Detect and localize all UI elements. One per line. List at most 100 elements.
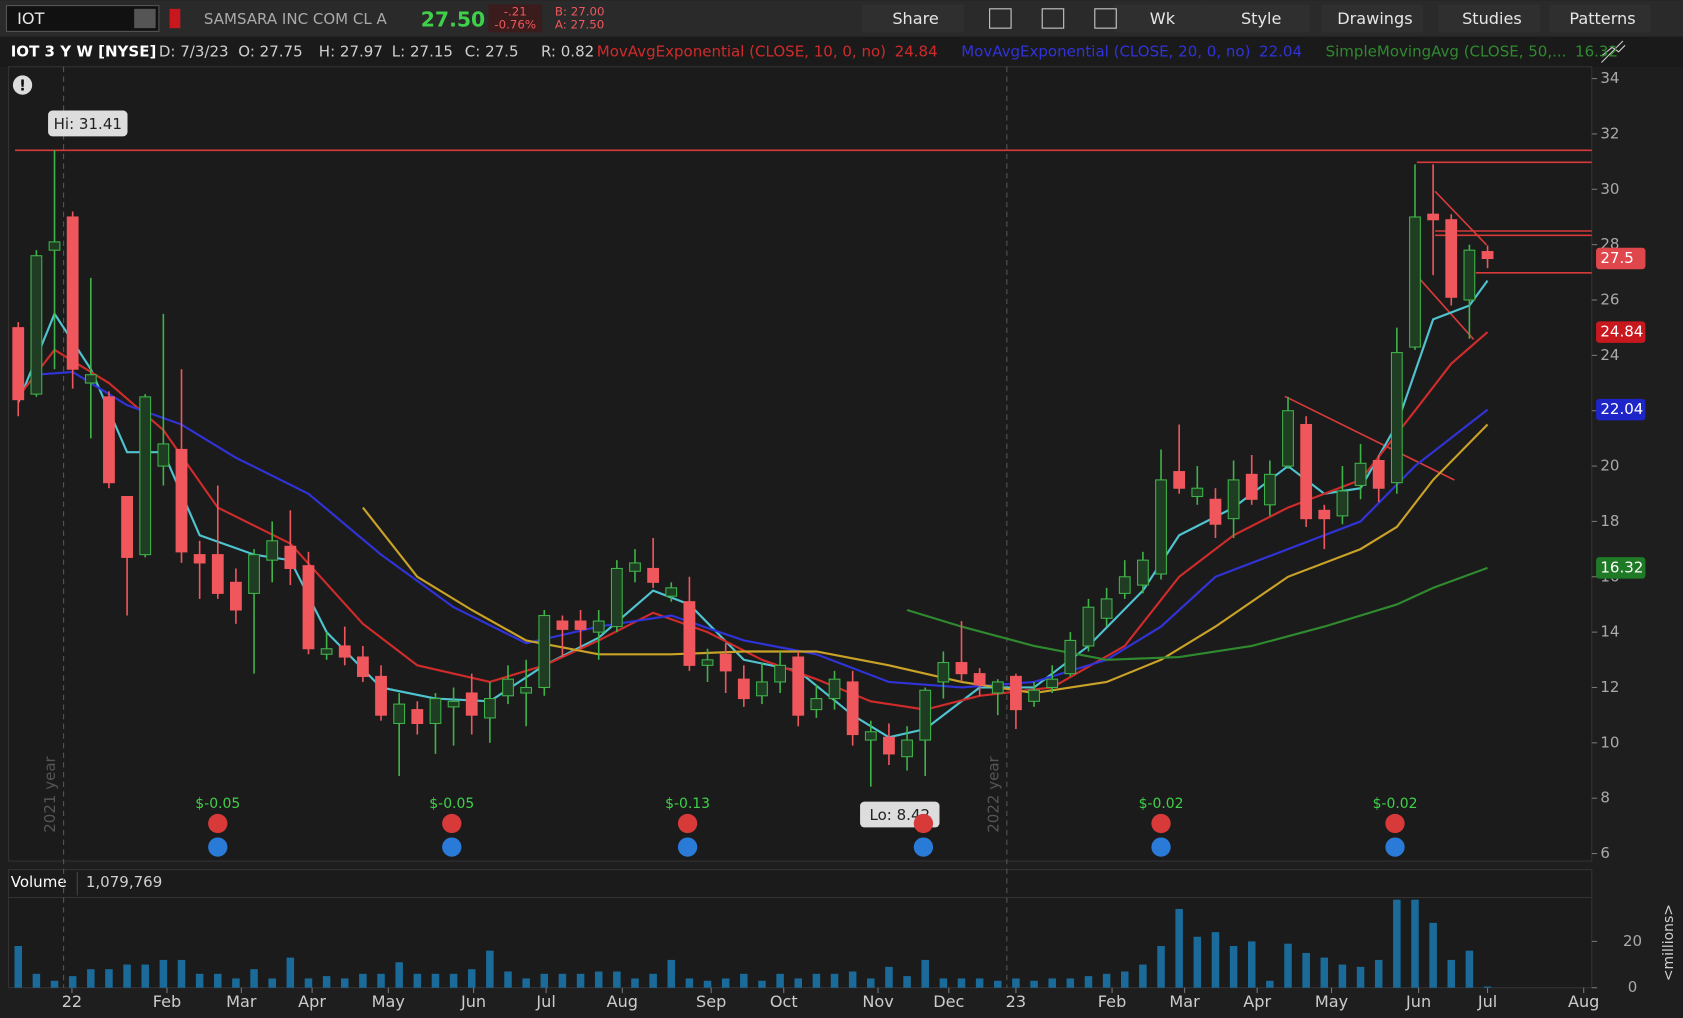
y-tick-label: 32	[1600, 124, 1619, 142]
chart-title: IOT 3 Y W [NYSE]	[11, 42, 157, 60]
price-tag-label: 16.32	[1600, 558, 1643, 576]
candle-body	[901, 739, 913, 758]
volume-bar	[377, 973, 385, 988]
volume-bar	[105, 969, 113, 988]
volume-last: 1,079,769	[86, 873, 162, 891]
study-value: 16.32	[1575, 42, 1618, 60]
x-tick-label: Jul	[535, 992, 555, 1011]
earnings-icon[interactable]	[1151, 813, 1171, 834]
candle-body	[883, 736, 895, 755]
candle-body	[792, 656, 805, 716]
candle-body	[574, 620, 587, 630]
earnings-icon[interactable]	[677, 813, 698, 834]
dividend-icon[interactable]	[1151, 837, 1171, 857]
candle-body	[48, 241, 61, 251]
volume-bar	[921, 959, 929, 988]
candle-body	[1028, 689, 1040, 702]
volume-bar	[14, 946, 23, 988]
earnings-icon[interactable]	[913, 813, 934, 834]
candle-body	[1155, 479, 1167, 575]
earnings-icon[interactable]	[1385, 813, 1405, 834]
candle-body	[1463, 249, 1476, 301]
volume-bar	[740, 973, 748, 988]
symbol-box[interactable]	[5, 5, 160, 32]
dividend-icon[interactable]	[913, 837, 934, 857]
candle-body	[193, 554, 206, 564]
candle-body	[103, 396, 115, 484]
candle-body	[320, 648, 333, 655]
volume-bar	[830, 973, 839, 988]
candle-body	[230, 581, 242, 611]
candle-body	[1209, 498, 1222, 525]
candle-body	[665, 587, 678, 597]
earnings-label: $-0.02	[1139, 796, 1184, 812]
alert-icon[interactable]	[12, 75, 33, 95]
candle-body	[774, 664, 787, 683]
volume-bar	[903, 976, 911, 988]
candle-body	[556, 620, 569, 630]
volume-bar	[250, 969, 258, 988]
moving-average	[362, 423, 1489, 695]
info-field: D: 7/3/23	[159, 42, 229, 60]
volume-bar	[522, 978, 530, 988]
candle-body	[1173, 471, 1186, 489]
candle-body	[1245, 473, 1258, 500]
hi-label: Hi: 31.41	[54, 115, 122, 133]
x-tick-label: Apr	[298, 992, 326, 1011]
candle-body	[991, 681, 1004, 694]
info-field: H: 27.97	[319, 42, 383, 60]
change: -.21	[504, 5, 527, 19]
dividend-icon[interactable]	[442, 837, 462, 857]
x-tick-label: May	[372, 992, 406, 1011]
volume-bar	[1374, 959, 1383, 988]
earnings-icon[interactable]	[442, 813, 462, 834]
candle-body	[1263, 473, 1276, 506]
company: SAMSARA INC COM CL A	[204, 10, 388, 28]
volume-bar	[449, 973, 458, 988]
y-tick-label: 24	[1600, 346, 1619, 364]
icon-button[interactable]	[1041, 8, 1065, 29]
volume-bar	[939, 978, 948, 988]
volume-bar	[540, 973, 549, 988]
price-tag	[1596, 398, 1646, 421]
volume-bar	[758, 980, 766, 988]
earnings-icon[interactable]	[208, 813, 228, 834]
volume-bar	[703, 980, 712, 988]
symbol-dropdown[interactable]	[134, 8, 156, 29]
volume-bar	[1157, 946, 1165, 988]
volume-bar	[341, 978, 349, 988]
x-tick-label: Mar	[1169, 992, 1200, 1011]
candle-body	[84, 374, 97, 384]
toolbar-button[interactable]	[1438, 4, 1541, 33]
volume-bar	[431, 973, 440, 988]
volume-bar	[1193, 936, 1202, 988]
toolbar-button[interactable]	[1548, 4, 1651, 33]
toolbar-button[interactable]	[861, 4, 964, 33]
candle-body	[266, 540, 279, 561]
volume-bar	[812, 973, 821, 988]
x-tick-label: Aug	[607, 992, 638, 1011]
volume-bar	[322, 976, 331, 988]
earnings-label: $-0.05	[429, 796, 474, 812]
volume-bar	[1393, 899, 1401, 988]
x-tick-label: 23	[1006, 992, 1026, 1011]
volume-bar	[1465, 950, 1474, 988]
dividend-icon[interactable]	[1385, 837, 1405, 857]
volume-bar	[504, 971, 512, 988]
icon-button[interactable]	[1094, 8, 1117, 29]
toolbar-button[interactable]	[1207, 4, 1310, 33]
candle-body	[375, 675, 387, 716]
toolbar-button[interactable]	[1321, 4, 1424, 33]
dividend-icon[interactable]	[208, 837, 228, 857]
candle-body	[1336, 490, 1349, 517]
candle-body	[429, 698, 442, 724]
dividend-icon[interactable]	[677, 837, 698, 857]
icon-button[interactable]	[989, 8, 1012, 29]
candle-body	[592, 620, 605, 633]
draw-icon[interactable]	[1601, 40, 1626, 63]
price-tag	[1596, 557, 1646, 579]
candle-body	[1427, 213, 1440, 221]
toolbar-button[interactable]	[1114, 4, 1217, 33]
volume-bar	[1139, 964, 1147, 988]
